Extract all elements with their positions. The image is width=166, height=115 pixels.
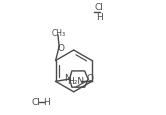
Text: CH₃: CH₃	[51, 28, 66, 37]
Text: Cl: Cl	[95, 3, 104, 12]
Text: Cl: Cl	[31, 97, 40, 106]
Text: H: H	[43, 97, 50, 106]
Text: H: H	[96, 13, 103, 22]
Text: N: N	[64, 74, 71, 83]
Text: O: O	[57, 43, 64, 52]
Text: H₂N: H₂N	[68, 76, 85, 85]
Text: O: O	[87, 74, 94, 83]
